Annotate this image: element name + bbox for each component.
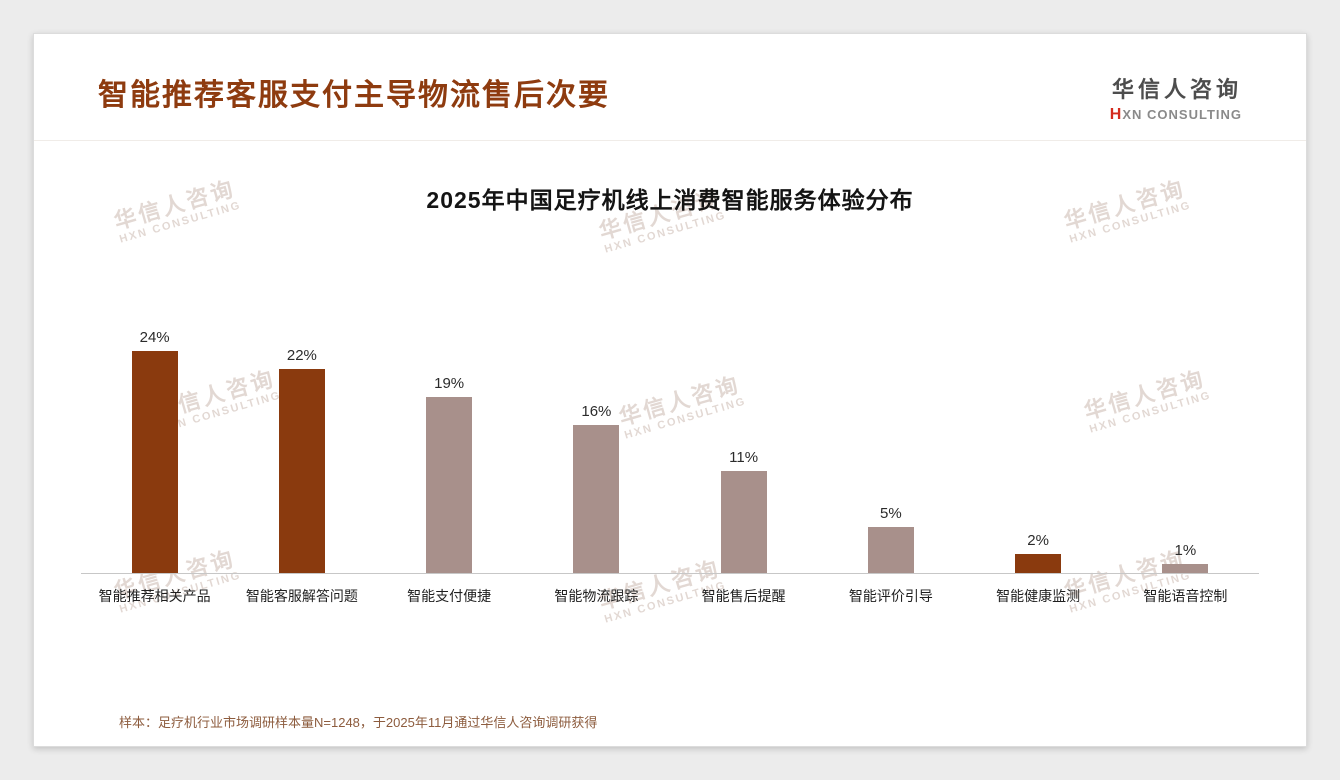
category-label: 智能物流跟踪	[554, 588, 639, 604]
category-label: 智能健康监测	[996, 588, 1081, 604]
page-title: 智能推荐客服支付主导物流售后次要	[98, 79, 610, 112]
bar	[131, 350, 178, 573]
bar-value-label: 24%	[139, 328, 170, 346]
category-label: 智能语音控制	[1143, 588, 1228, 604]
brand-name-cn: 华信人咨询	[1111, 77, 1242, 102]
chart-title: 2025年中国足疗机线上消费智能服务体验分布	[426, 187, 914, 213]
category-label: 智能推荐相关产品	[98, 588, 211, 604]
bar-column: 19%	[376, 323, 523, 573]
bar-value-label: 11%	[729, 449, 759, 467]
bar-column: 5%	[817, 323, 964, 573]
bar-value-label: 19%	[434, 375, 465, 393]
brand-logo: 华信人咨询 HXN CONSULTING	[1110, 70, 1242, 124]
category-label: 智能支付便捷	[407, 588, 492, 604]
header: 智能推荐客服支付主导物流售后次要 华信人咨询 HXN CONSULTING	[34, 34, 1306, 141]
bar-column: 22%	[228, 323, 375, 573]
plot-area: 24% 22% 19% 16% 11% 5% 2% 1%	[81, 323, 1259, 573]
bar-column: 16%	[523, 323, 670, 573]
category-label: 智能售后提醒	[701, 588, 786, 604]
bar-value-label: 1%	[1174, 541, 1197, 559]
bar-value-label: 5%	[880, 504, 902, 522]
slide: 华信人咨询 HXN CONSULTING 华信人咨询 HXN CONSULTING 华信…	[33, 33, 1307, 747]
bar-value-label: 22%	[286, 347, 317, 365]
bar	[573, 424, 620, 573]
bar	[867, 526, 914, 573]
bar	[1162, 563, 1209, 573]
bar-column: 11%	[670, 323, 817, 573]
bar-column: 1%	[1112, 323, 1259, 573]
bar-column: 2%	[965, 323, 1112, 573]
bar	[278, 369, 325, 573]
bar	[426, 397, 473, 573]
x-axis-line	[81, 573, 1259, 574]
bar-chart: 2025年中国足疗机线上消费智能服务体验分布 24% 22% 19% 16% 11% 5%…	[34, 181, 1306, 606]
bar-column: 24%	[81, 323, 228, 573]
brand-name-en: HXN CONSULTING	[1110, 106, 1242, 124]
sample-note: 样本：足疗机行业市场调研样本量N=1248，于2025年11月通过华信人咨询调研…	[119, 715, 598, 730]
bar-value-label: 2%	[1027, 532, 1049, 550]
bar-value-label: 16%	[581, 402, 612, 420]
category-label: 智能评价引导	[848, 588, 933, 604]
brand-sub-label: XN CONSULTING	[1122, 107, 1242, 122]
category-axis: 智能推荐相关产品 智能客服解答问题 智能支付便捷 智能物流跟踪 智能售后提醒 智能评价引导…	[81, 574, 1259, 606]
bar	[720, 471, 767, 573]
brand-h-mark-icon: H	[1109, 106, 1123, 123]
category-label: 智能客服解答问题	[245, 588, 358, 604]
bar	[1015, 554, 1062, 573]
